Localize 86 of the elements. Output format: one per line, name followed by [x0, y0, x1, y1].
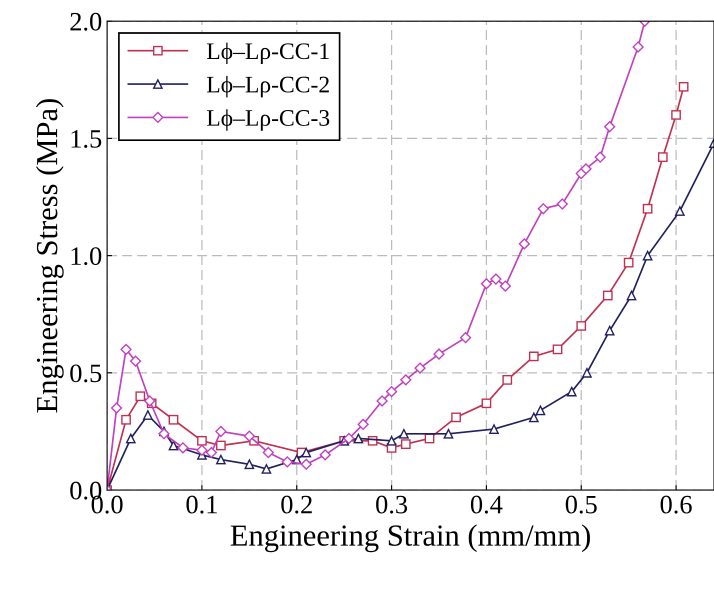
- point: [262, 464, 272, 474]
- point: [433, 348, 445, 360]
- point: [400, 374, 412, 386]
- point: [282, 456, 293, 468]
- point: [130, 356, 142, 367]
- point: [675, 206, 685, 216]
- point: [594, 152, 606, 163]
- point: [168, 440, 178, 450]
- point: [354, 434, 364, 444]
- point: [451, 412, 461, 422]
- x-tick-label: 0.4: [470, 496, 502, 514]
- legend-label: Lϕ–Lρ-CC-1: [206, 42, 329, 64]
- point: [399, 428, 409, 439]
- legend-label: Lϕ–Lρ-CC-3: [206, 109, 330, 131]
- point: [552, 344, 562, 354]
- point: [196, 444, 208, 456]
- y-tick-label: 2.0: [70, 12, 102, 31]
- x-tick-label: 0.2: [281, 496, 312, 514]
- point: [528, 412, 539, 422]
- point: [536, 405, 546, 416]
- point: [490, 273, 502, 285]
- point: [482, 398, 492, 408]
- x-axis-title: Engineering Strain (mm/mm): [230, 524, 590, 552]
- point: [158, 428, 170, 440]
- point: [566, 386, 577, 396]
- point: [632, 41, 644, 53]
- point: [500, 280, 511, 292]
- point: [300, 458, 312, 470]
- point: [177, 442, 189, 454]
- point: [168, 414, 178, 425]
- point: [135, 391, 146, 402]
- point: [197, 436, 207, 446]
- point: [386, 386, 398, 398]
- x-tick-label: 0.5: [566, 496, 597, 514]
- point: [538, 203, 549, 214]
- point: [343, 432, 355, 444]
- point: [518, 238, 530, 250]
- point: [582, 368, 592, 378]
- point: [216, 440, 226, 450]
- point: [658, 152, 668, 162]
- point: [143, 410, 153, 420]
- point: [121, 414, 131, 425]
- point: [604, 326, 615, 336]
- point: [424, 434, 434, 444]
- x-tick-label: 0.3: [376, 496, 408, 514]
- point: [126, 434, 136, 444]
- y-tick-label: 0.5: [70, 364, 102, 382]
- point: [480, 278, 492, 290]
- point: [604, 121, 616, 132]
- y-axis-title: Engineering Stress (MPa): [36, 99, 64, 413]
- point: [144, 395, 156, 407]
- point: [671, 110, 681, 120]
- point: [556, 198, 568, 210]
- point: [528, 352, 539, 362]
- point: [602, 290, 613, 300]
- point: [642, 250, 652, 260]
- point: [460, 332, 472, 344]
- point: [206, 446, 218, 458]
- x-tick-label: 0.1: [186, 496, 217, 514]
- point: [502, 375, 512, 385]
- point: [489, 424, 499, 434]
- point: [576, 321, 586, 331]
- y-tick-label: 1.0: [72, 247, 102, 266]
- point: [244, 459, 254, 470]
- point: [624, 258, 634, 268]
- point: [678, 82, 689, 92]
- point: [414, 362, 426, 374]
- y-tick-label: 1.5: [72, 130, 102, 148]
- point: [386, 436, 396, 446]
- point: [376, 395, 388, 407]
- point: [110, 402, 122, 414]
- point: [120, 344, 132, 355]
- point: [301, 448, 312, 458]
- point: [320, 449, 331, 460]
- point: [262, 446, 274, 458]
- point: [580, 163, 592, 174]
- point: [444, 428, 454, 439]
- legend-label: Lϕ–Lρ-CC-2: [206, 76, 329, 98]
- point: [626, 290, 636, 300]
- point: [642, 204, 652, 214]
- point: [216, 454, 226, 464]
- point: [400, 439, 411, 449]
- point: [358, 418, 369, 430]
- x-tick-label: 0.6: [660, 496, 692, 514]
- point: [244, 430, 255, 442]
- point: [215, 426, 226, 438]
